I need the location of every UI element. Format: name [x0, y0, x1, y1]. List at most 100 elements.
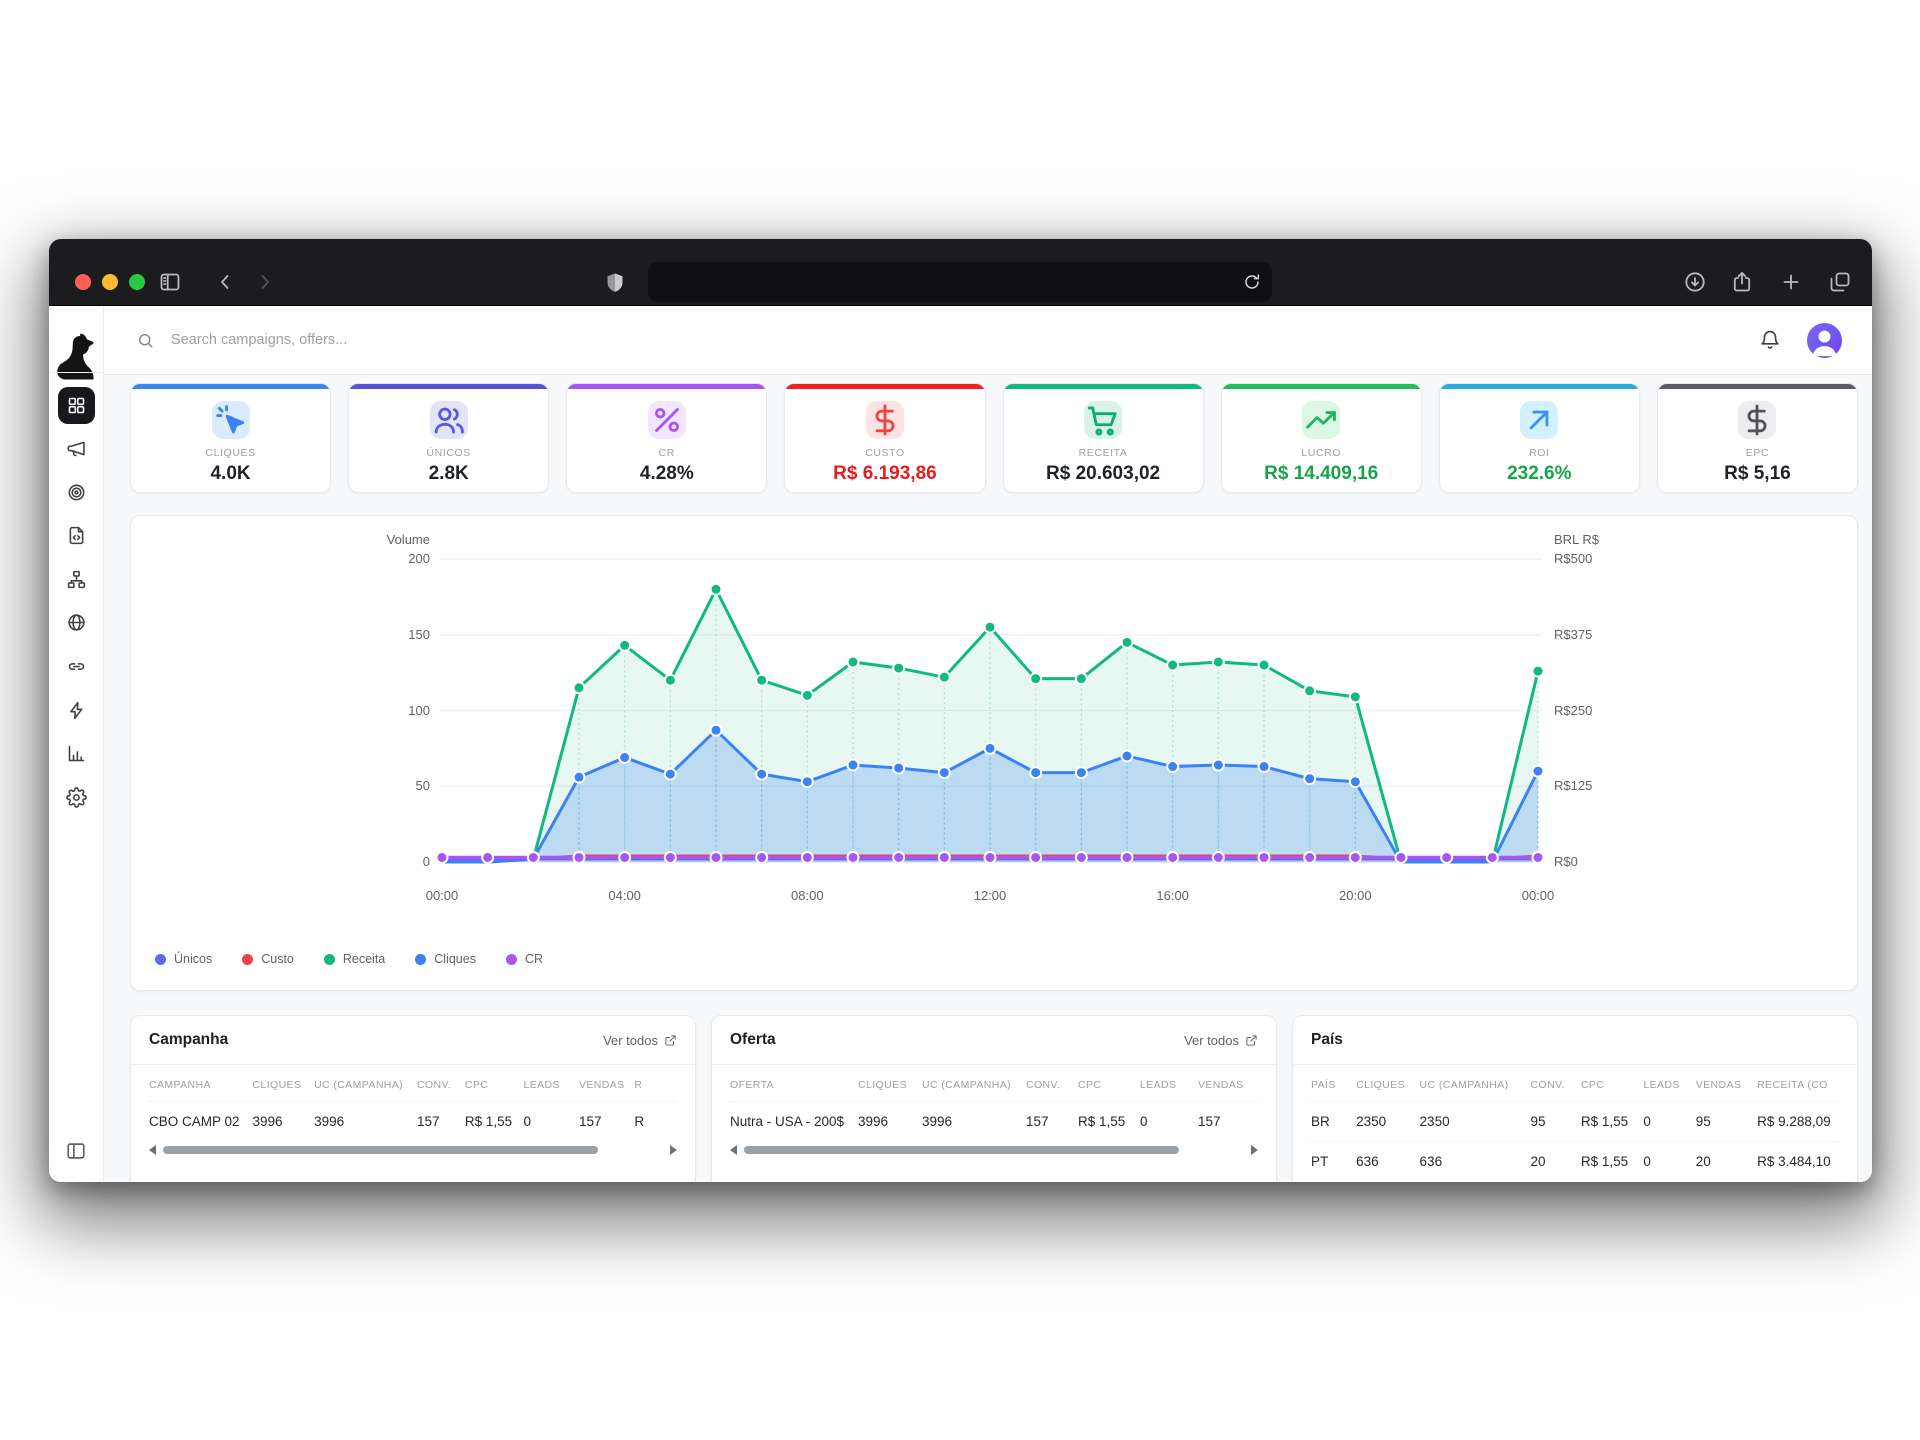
sidebar-item-funnels[interactable] — [58, 561, 95, 598]
table-cell: 95 — [1530, 1101, 1581, 1142]
sidebar-item-tracking[interactable] — [58, 474, 95, 511]
left-axis-tick: 0 — [422, 854, 430, 869]
sidebar-item-pages[interactable] — [58, 517, 95, 554]
table-cell: R$ 1,55 — [1580, 1154, 1629, 1169]
bell-icon[interactable] — [1759, 329, 1781, 351]
table-cell: BR — [1311, 1101, 1357, 1142]
legend-item-cliques[interactable]: Cliques — [415, 952, 476, 966]
table-cell: 3996 — [314, 1114, 345, 1129]
legend-item-custo[interactable]: Custo — [242, 952, 294, 966]
panel-left-icon[interactable] — [158, 270, 182, 294]
sidebar-item-integrations[interactable] — [58, 692, 95, 729]
kpi-accent-bar — [1221, 384, 1421, 389]
legend-label: Cliques — [434, 952, 476, 966]
scroll-right-icon[interactable] — [1251, 1145, 1258, 1155]
table-cell: 3996 — [252, 1114, 283, 1129]
legend-label: Únicos — [174, 952, 213, 966]
horizontal-scrollbar[interactable] — [131, 1141, 695, 1155]
sidebar-item-reports[interactable] — [58, 735, 95, 772]
topbar: Search campaigns, offers... — [104, 306, 1872, 375]
kpi-row: CLIQUES 4.0K ÚNICOS 2.8K CR 4.28% CUSTO R$ 6.19… — [130, 383, 1858, 493]
bar-chart-icon — [66, 743, 87, 764]
table-cell: 95 — [1695, 1101, 1758, 1142]
scroll-left-icon[interactable] — [730, 1145, 737, 1155]
scrollbar-track[interactable] — [163, 1146, 663, 1154]
column-header: CPC — [1580, 1065, 1644, 1102]
column-header: CLIQUES — [252, 1065, 315, 1102]
table-cell: 636 — [1356, 1154, 1379, 1169]
legend-label: Custo — [261, 952, 294, 966]
minimize-window-button[interactable] — [102, 274, 118, 290]
scrollbar-thumb[interactable] — [163, 1146, 598, 1154]
traffic-chart-card: Volume BRL R$ 0 R$0 50 R$125 100 R$250 150 R$375 2… — [130, 515, 1858, 991]
trend-up-icon — [1302, 401, 1341, 439]
sidebar — [49, 306, 104, 1182]
close-window-button[interactable] — [75, 274, 91, 290]
sidebar-item-domains[interactable] — [58, 604, 95, 641]
column-header: PAÍS — [1311, 1065, 1357, 1102]
column-header: CAMPANHA — [149, 1065, 253, 1102]
tab-overview-icon[interactable] — [1828, 270, 1852, 294]
table-cell: 0 — [1140, 1114, 1148, 1129]
table-cell: 0 — [523, 1114, 531, 1129]
column-header: VENDAS — [578, 1065, 635, 1102]
kpi-label: CUSTO — [865, 447, 905, 459]
zoom-window-button[interactable] — [129, 274, 145, 290]
legend-dot — [242, 953, 254, 965]
sidebar-item-campaigns[interactable] — [58, 430, 95, 467]
new-tab-icon[interactable] — [1779, 270, 1803, 294]
right-axis-tick: R$250 — [1554, 702, 1593, 718]
scrollbar-thumb[interactable] — [744, 1146, 1179, 1154]
legend-item-unicos[interactable]: Únicos — [155, 952, 212, 966]
scroll-right-icon[interactable] — [670, 1145, 677, 1155]
legend-item-cr[interactable]: CR — [505, 952, 543, 966]
kpi-card-custo: CUSTO R$ 6.193,86 — [784, 383, 986, 493]
kpi-card-unicos: ÚNICOS 2.8K — [348, 383, 550, 493]
shield-icon[interactable] — [603, 271, 627, 295]
file-code-icon — [66, 525, 87, 546]
ver-todos-link[interactable]: Ver todos — [1184, 1033, 1258, 1048]
search-input[interactable]: Search campaigns, offers... — [136, 331, 1759, 350]
scrollbar-track[interactable] — [744, 1146, 1244, 1154]
table-cell: 0 — [1643, 1101, 1696, 1142]
table-card-header: Oferta Ver todos — [712, 1016, 1276, 1065]
column-header: CLIQUES — [858, 1065, 922, 1102]
ver-todos-link[interactable]: Ver todos — [603, 1033, 677, 1048]
chevron-left-icon[interactable] — [213, 270, 237, 294]
table-cell: 2350 — [1356, 1101, 1420, 1142]
percent-icon — [647, 401, 686, 439]
sidebar-item-links[interactable] — [58, 648, 95, 685]
column-header: LEADS — [523, 1065, 579, 1102]
dog-logo-icon[interactable] — [49, 330, 104, 385]
table-cell: 157 — [578, 1114, 602, 1129]
address-bar[interactable] — [648, 262, 1272, 302]
x-axis-tick: 04:00 — [608, 888, 641, 903]
table-cell: R$ 1,55 — [464, 1114, 513, 1129]
window-controls — [75, 274, 145, 290]
sidebar-item-settings[interactable] — [58, 779, 95, 816]
column-header: LEADS — [1140, 1065, 1198, 1102]
kpi-card-cr: CR 4.28% — [566, 383, 768, 493]
sidebar-collapse-icon[interactable] — [65, 1140, 87, 1162]
download-icon[interactable] — [1683, 270, 1707, 294]
scroll-left-icon[interactable] — [149, 1145, 156, 1155]
x-axis-tick: 12:00 — [973, 888, 1007, 903]
table-cell: 636 — [1419, 1154, 1443, 1169]
chevron-right-icon[interactable] — [253, 270, 277, 294]
megaphone-icon — [66, 438, 87, 459]
column-header: CONV. — [1026, 1065, 1078, 1102]
kpi-value: R$ 6.193,86 — [833, 463, 937, 484]
reload-icon[interactable] — [1242, 272, 1262, 292]
x-axis-tick: 08:00 — [791, 888, 824, 903]
search-placeholder: Search campaigns, offers... — [171, 332, 348, 348]
legend-item-receita[interactable]: Receita — [323, 952, 385, 966]
column-header: CLIQUES — [1356, 1065, 1420, 1102]
legend-dot — [323, 953, 335, 965]
horizontal-scrollbar[interactable] — [712, 1141, 1276, 1155]
column-header: UC (CAMPANHA) — [314, 1065, 417, 1102]
column-header: CPC — [464, 1065, 524, 1102]
avatar[interactable] — [1807, 322, 1842, 358]
sidebar-item-dashboard[interactable] — [58, 387, 95, 424]
share-icon[interactable] — [1730, 270, 1754, 294]
cart-icon — [1084, 401, 1123, 439]
